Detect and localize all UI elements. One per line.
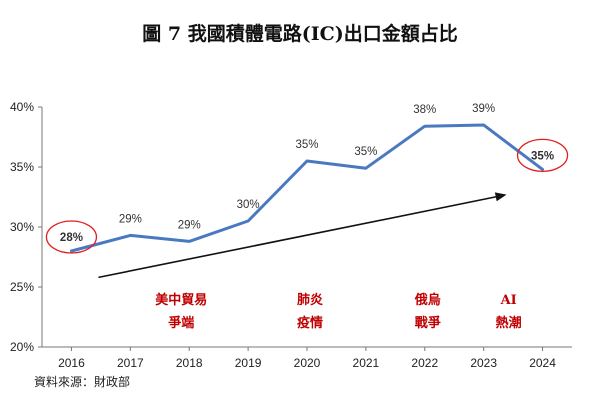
highlight-circle [45, 220, 98, 254]
data-label: 30% [237, 199, 260, 211]
event-annotation: 疫情 [297, 315, 323, 331]
y-tick-label: 30% [10, 220, 34, 234]
trend-layer [98, 192, 507, 279]
data-label: 35% [295, 139, 318, 151]
event-annotation: 美中貿易 [155, 292, 207, 308]
highlight-layer [45, 138, 569, 254]
data-label: 38% [413, 104, 436, 116]
data-label: 29% [119, 213, 142, 225]
x-tick-label: 2019 [235, 356, 262, 370]
label-layer: 28% 29% 29% 30% 35% 35% 38% 39% 35% [60, 103, 554, 244]
event-annotation: 爭端 [168, 315, 194, 331]
x-tick-label: 2024 [529, 356, 556, 370]
event-annotation: AI [500, 293, 517, 308]
y-tick-label: 20% [10, 340, 34, 354]
highlight-circle [516, 138, 569, 173]
x-tick-label: 2021 [353, 356, 380, 370]
data-label: 29% [178, 219, 201, 231]
x-tick-label: 2018 [176, 356, 203, 370]
data-label: 28% [60, 232, 83, 244]
data-label: 39% [472, 103, 495, 115]
series-line [69, 123, 545, 253]
trend-arrow-line [98, 195, 501, 279]
trend-arrow-head [494, 192, 507, 202]
event-annotation: 肺炎 [297, 292, 323, 308]
chart-title: 圖 7 我國積體電路(IC)出口金額占比 [142, 22, 457, 45]
event-annotation: 熱潮 [496, 315, 522, 331]
data-label: 35% [354, 146, 377, 158]
y-tick-label: 40% [10, 100, 34, 114]
x-tick-label: 2017 [117, 356, 144, 370]
axis-layer: 20% 25% 30% 35% 40% 2016 2017 2018 2019 2020 2021 2… [10, 100, 572, 370]
y-tick-label: 35% [10, 160, 34, 174]
y-tick-label: 25% [10, 280, 34, 294]
source-note: 資料來源：財政部 [34, 374, 130, 389]
x-tick-label: 2023 [470, 356, 497, 370]
data-label: 35% [531, 150, 554, 162]
x-tick-label: 2020 [294, 356, 321, 370]
x-tick-label: 2022 [411, 356, 438, 370]
event-annotation: 戰爭 [415, 315, 441, 331]
x-tick-label: 2016 [58, 356, 85, 370]
event-annotation: 俄烏 [414, 292, 441, 308]
series-layer [69, 123, 545, 253]
